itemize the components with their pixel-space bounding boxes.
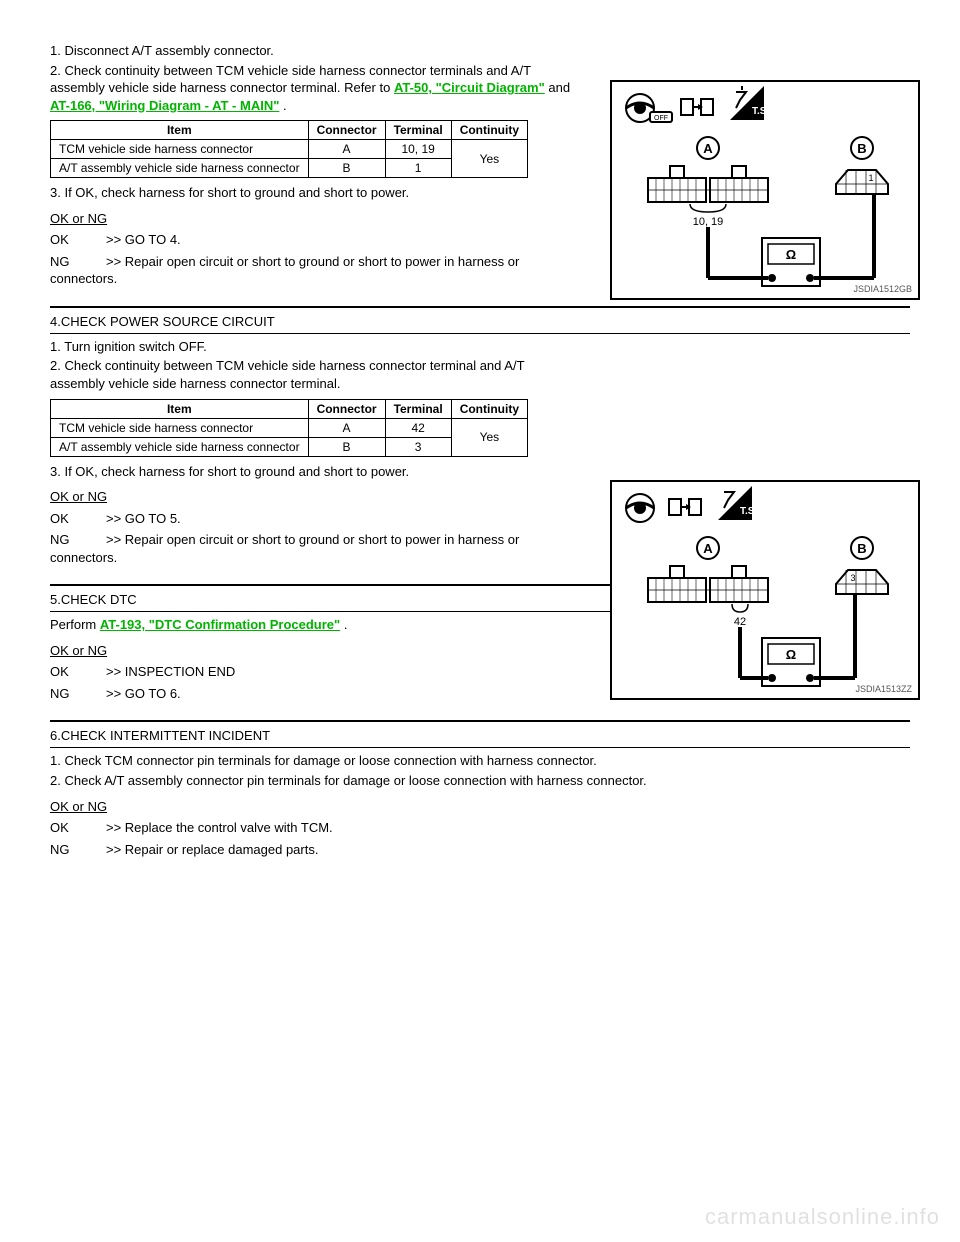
s5-ok-text: >> INSPECTION END bbox=[106, 664, 235, 679]
s5-l1a: Perform bbox=[50, 617, 100, 632]
s5-l1b: . bbox=[344, 617, 348, 632]
divider bbox=[50, 333, 910, 334]
s4-hdr: CHECK POWER SOURCE CIRCUIT bbox=[61, 314, 275, 329]
s5-num: 5. bbox=[50, 592, 61, 607]
svg-text:A: A bbox=[703, 541, 713, 556]
s6-sub1n: 1. bbox=[50, 753, 61, 768]
s4-sub1n: 1. bbox=[50, 339, 61, 354]
watermark: carmanualsonline.info bbox=[705, 1204, 940, 1230]
s6-sub1: Check TCM connector pin terminals for da… bbox=[64, 753, 596, 768]
s4-sub1: Turn ignition switch OFF. bbox=[64, 339, 207, 354]
s3-sub2-num: 2. bbox=[50, 63, 61, 78]
s3-question: OK or NG bbox=[50, 210, 580, 228]
figure-2: T.S. A B 42 3 bbox=[610, 480, 920, 700]
svg-text:T.S.: T.S. bbox=[740, 506, 757, 517]
s3-ok-text: >> GO TO 4. bbox=[106, 232, 181, 247]
step3-block: 1. Disconnect A/T assembly connector. 2.… bbox=[50, 42, 580, 288]
svg-text:1: 1 bbox=[868, 173, 873, 183]
off-label: OFF bbox=[654, 115, 668, 122]
s3-sub3-num: 3. bbox=[50, 185, 61, 200]
s4-sub3n: 3. bbox=[50, 464, 61, 479]
s5-ng-text: >> GO TO 6. bbox=[106, 686, 181, 701]
svg-text:42: 42 bbox=[734, 616, 746, 628]
s3-tail: . bbox=[283, 98, 287, 113]
s4-table: Item Connector Terminal Continuity TCM v… bbox=[50, 399, 528, 457]
s6-ng-text: >> Repair or replace damaged parts. bbox=[106, 842, 318, 857]
s3-join: and bbox=[548, 80, 570, 95]
svg-text:10, 19: 10, 19 bbox=[693, 216, 724, 228]
s6-ok-text: >> Replace the control valve with TCM. bbox=[106, 820, 333, 835]
link-circuit-diagram[interactable]: AT-50, "Circuit Diagram" bbox=[394, 80, 545, 95]
th-item: Item bbox=[51, 121, 309, 140]
svg-text:T.S.: T.S. bbox=[752, 106, 769, 117]
s4-num: 4. bbox=[50, 314, 61, 329]
divider bbox=[50, 747, 910, 748]
s4-ok: OK bbox=[50, 510, 106, 528]
th-cont: Continuity bbox=[451, 121, 527, 140]
s6-num: 6. bbox=[50, 728, 61, 743]
s3-ng: NG bbox=[50, 253, 106, 271]
figure-id-2: JSDIA1513ZZ bbox=[855, 684, 912, 694]
svg-text:A: A bbox=[703, 141, 713, 156]
table-row: TCM vehicle side harness connector A 42 … bbox=[51, 418, 528, 437]
s3-sub1: Disconnect A/T assembly connector. bbox=[64, 43, 273, 58]
s5-ng: NG bbox=[50, 685, 106, 703]
figure-id-1: JSDIA1512GB bbox=[853, 284, 912, 294]
s4-ng-text: >> Repair open circuit or short to groun… bbox=[50, 532, 519, 565]
s6-ok: OK bbox=[50, 819, 106, 837]
svg-text:B: B bbox=[857, 541, 866, 556]
figure-1: OFF T.S. A B bbox=[610, 80, 920, 300]
link-dtc-confirm[interactable]: AT-193, "DTC Confirmation Procedure" bbox=[100, 617, 340, 632]
s4-sub2n: 2. bbox=[50, 358, 61, 373]
s5-ok: OK bbox=[50, 663, 106, 681]
s4-ng: NG bbox=[50, 531, 106, 549]
s6-question: OK or NG bbox=[50, 798, 910, 816]
svg-text:B: B bbox=[857, 141, 866, 156]
s5-hdr: CHECK DTC bbox=[61, 592, 137, 607]
s3-sub3: If OK, check harness for short to ground… bbox=[64, 185, 409, 200]
s3-table: Item Connector Terminal Continuity TCM v… bbox=[50, 120, 528, 178]
th-conn: Connector bbox=[308, 121, 385, 140]
svg-text:3: 3 bbox=[850, 573, 855, 583]
s6-sub2n: 2. bbox=[50, 773, 61, 788]
s4-sub3: If OK, check harness for short to ground… bbox=[64, 464, 409, 479]
table-row: TCM vehicle side harness connector A 10,… bbox=[51, 140, 528, 159]
s4-ok-text: >> GO TO 5. bbox=[106, 511, 181, 526]
s3-ng-text: >> Repair open circuit or short to groun… bbox=[50, 254, 519, 287]
s6-ng: NG bbox=[50, 841, 106, 859]
s6-sub2: Check A/T assembly connector pin termina… bbox=[64, 773, 646, 788]
s3-ok: OK bbox=[50, 231, 106, 249]
step6-block: 6.CHECK INTERMITTENT INCIDENT 1. Check T… bbox=[50, 728, 910, 858]
s4-question: OK or NG bbox=[50, 488, 580, 506]
divider bbox=[50, 720, 910, 722]
th-term: Terminal bbox=[385, 121, 451, 140]
svg-text:Ω: Ω bbox=[786, 247, 796, 262]
s4-sub2: Check continuity between TCM vehicle sid… bbox=[50, 358, 524, 391]
svg-text:Ω: Ω bbox=[786, 647, 796, 662]
s3-sub1-num: 1. bbox=[50, 43, 61, 58]
link-wiring-diagram[interactable]: AT-166, "Wiring Diagram - AT - MAIN" bbox=[50, 98, 279, 113]
divider bbox=[50, 306, 910, 308]
s6-hdr: CHECK INTERMITTENT INCIDENT bbox=[61, 728, 270, 743]
